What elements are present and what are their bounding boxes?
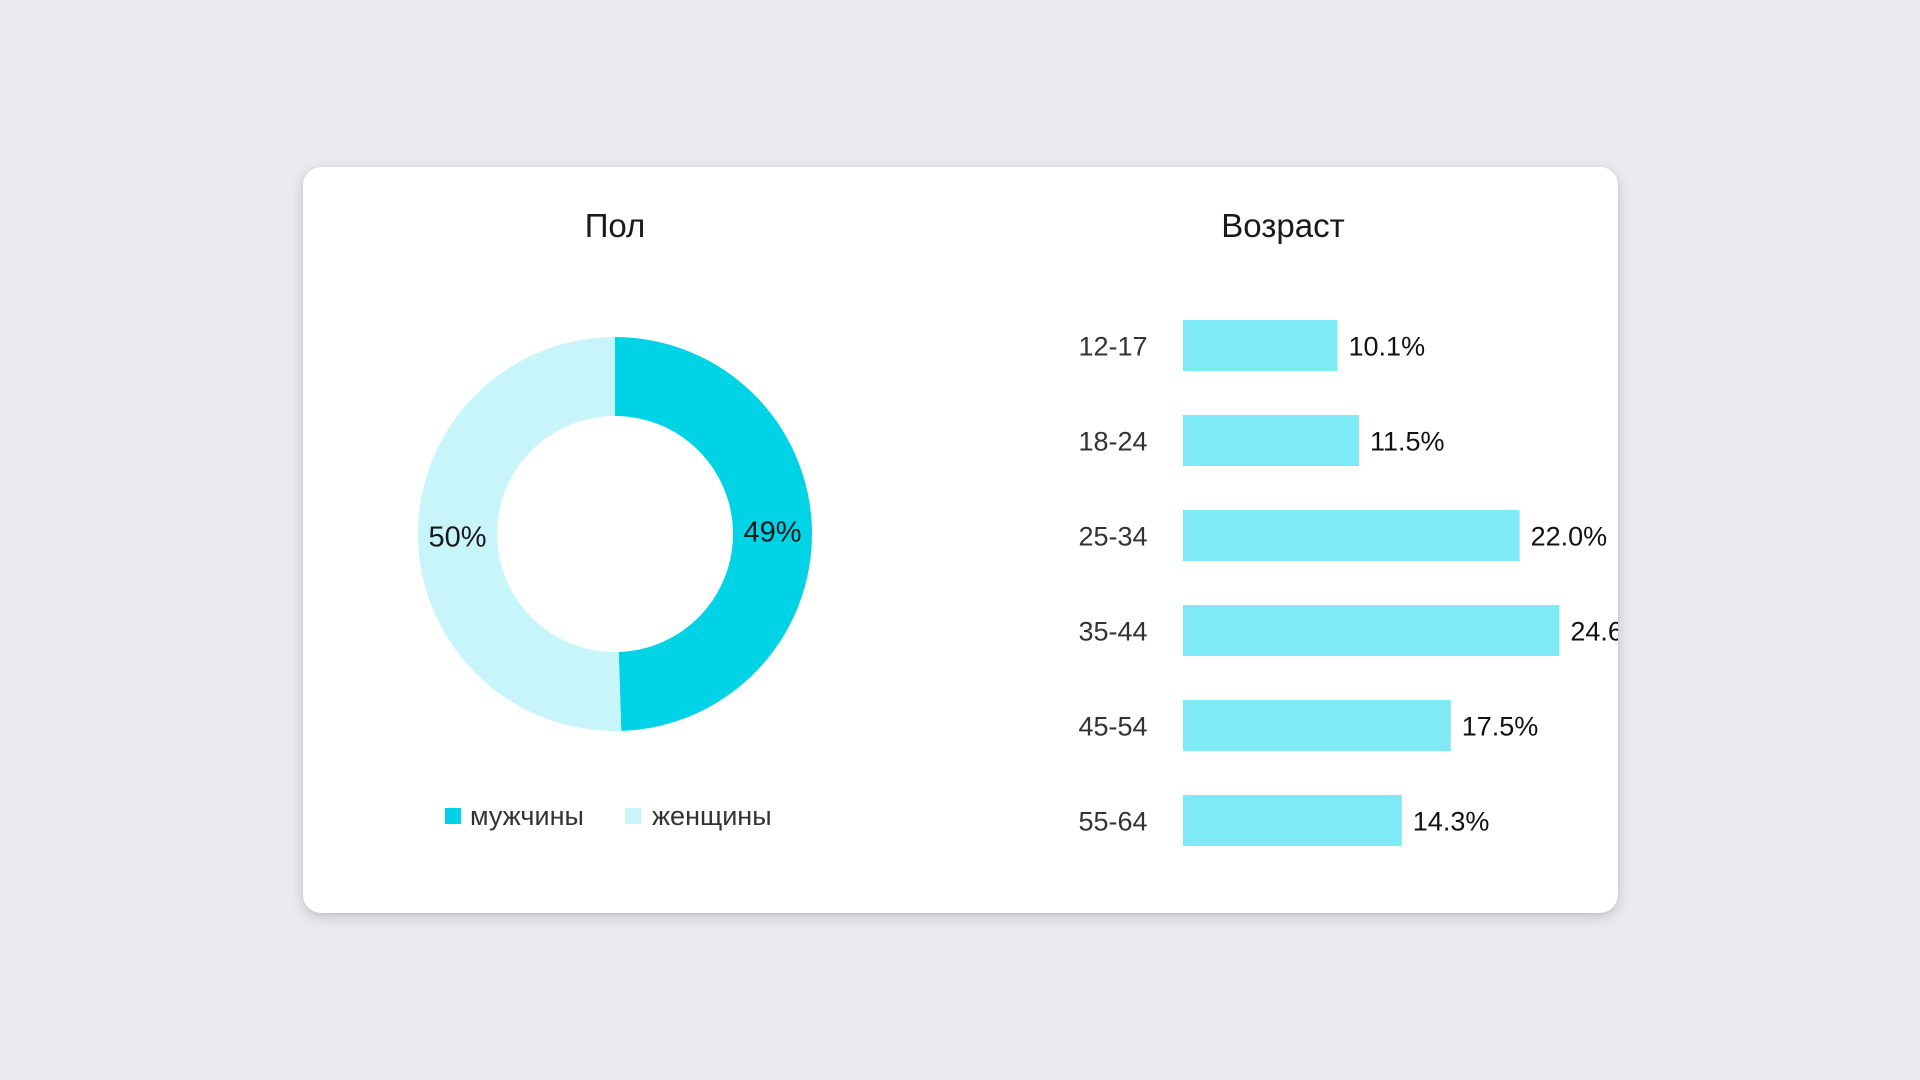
- donut-label-female: 50%: [428, 521, 486, 553]
- gender-chart-title: Пол: [585, 207, 646, 244]
- donut-slices: 49% 50%: [417, 337, 812, 731]
- age-category-label: 12-17: [1078, 332, 1147, 362]
- age-chart-title: Возраст: [1221, 207, 1344, 244]
- age-bars: 12-17 10.1% 18-24 11.5% 25-34 22.0% 35-44 24.6%…: [1078, 320, 1618, 846]
- legend-swatch-male: [445, 808, 461, 824]
- donut-label-male: 49%: [743, 517, 801, 549]
- age-bar-value-label: 10.1%: [1349, 332, 1426, 362]
- demographics-card: Пол 49% 50% мужчины женщины Возраст 12-17…: [303, 167, 1618, 913]
- legend-swatch-female: [625, 808, 641, 824]
- age-bar-12-17: [1183, 320, 1338, 371]
- legend-label-female: женщины: [652, 801, 772, 831]
- age-bar-value-label: 17.5%: [1462, 712, 1539, 742]
- donut-slice-female: [417, 337, 622, 731]
- legend-label-male: мужчины: [470, 801, 584, 831]
- age-category-label: 18-24: [1078, 427, 1147, 457]
- age-bar-value-label: 22.0%: [1531, 522, 1608, 552]
- age-bar-25-34: [1183, 510, 1520, 561]
- age-bar-45-54: [1183, 700, 1451, 751]
- age-bar-value-label: 14.3%: [1413, 807, 1490, 837]
- donut-slice-male: [615, 337, 812, 731]
- gender-donut-chart: Пол 49% 50% мужчины женщины: [417, 207, 812, 831]
- age-bar-chart: Возраст 12-17 10.1% 18-24 11.5% 25-34 22.0% 35…: [1078, 207, 1618, 846]
- age-bar-value-label: 24.6%: [1570, 617, 1618, 647]
- age-bar-55-64: [1183, 795, 1402, 846]
- age-category-label: 55-64: [1078, 807, 1147, 837]
- age-category-label: 25-34: [1078, 522, 1147, 552]
- age-bar-18-24: [1183, 415, 1359, 466]
- age-category-label: 45-54: [1078, 712, 1147, 742]
- age-bar-value-label: 11.5%: [1370, 427, 1445, 457]
- age-bar-35-44: [1183, 605, 1560, 656]
- age-category-label: 35-44: [1078, 617, 1147, 647]
- gender-legend: мужчины женщины: [445, 801, 772, 831]
